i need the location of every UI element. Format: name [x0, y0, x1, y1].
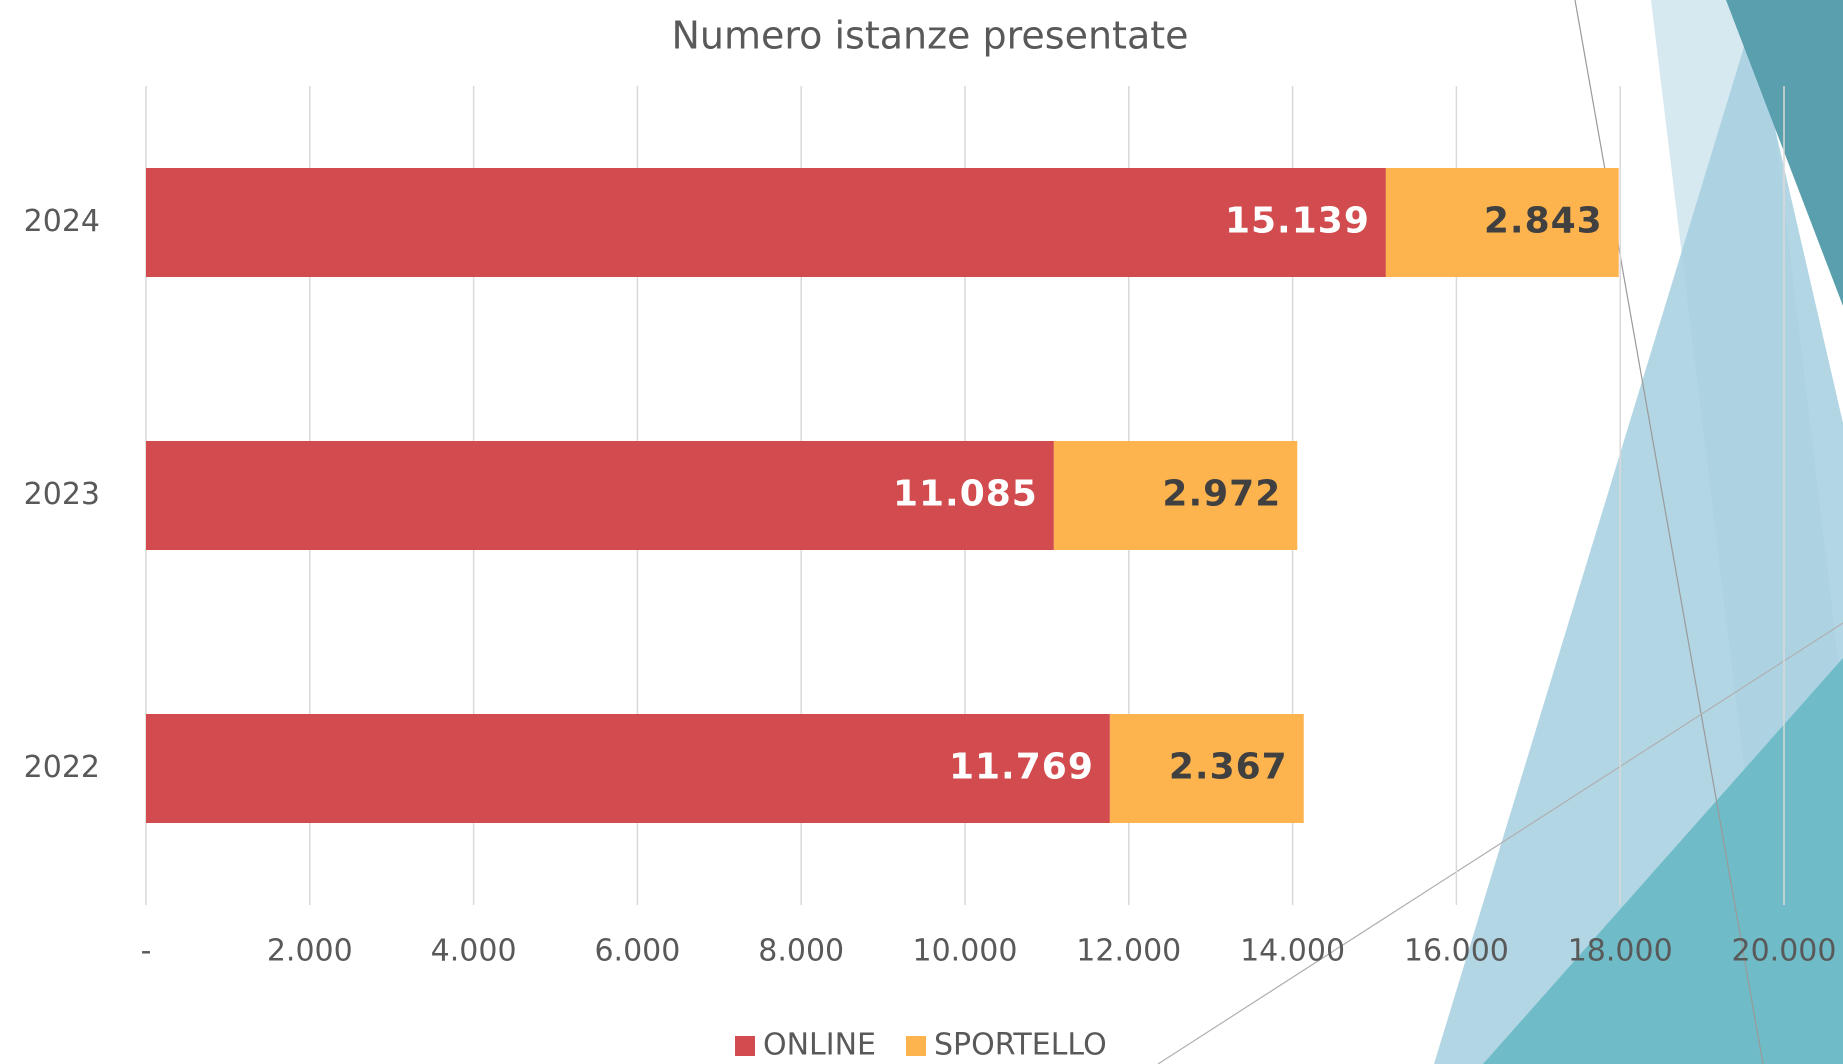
x-tick-label: 16.000	[1404, 934, 1509, 969]
x-tick-label: 20.000	[1732, 934, 1837, 969]
legend-swatch	[735, 1036, 755, 1056]
bar-segment	[146, 714, 1110, 823]
x-tick-label: -	[141, 934, 152, 969]
bar-segment	[146, 168, 1386, 277]
y-tick-label: 2024	[24, 204, 100, 239]
legend-label: SPORTELLO	[934, 1028, 1107, 1063]
y-tick-label: 2023	[24, 477, 100, 512]
data-label: 11.769	[949, 747, 1094, 788]
y-tick-label: 2022	[24, 750, 100, 785]
data-label: 2.972	[1162, 474, 1281, 515]
x-tick-label: 18.000	[1568, 934, 1673, 969]
x-tick-label: 6.000	[594, 934, 680, 969]
background-decoration	[1157, 0, 1843, 1064]
bar-segment	[1109, 714, 1304, 823]
x-tick-label: 10.000	[913, 934, 1018, 969]
x-tick-label: 2.000	[267, 934, 353, 969]
legend-label: ONLINE	[763, 1028, 876, 1063]
data-label: 11.085	[893, 474, 1038, 515]
bar-segment	[1053, 441, 1298, 550]
legend-swatch	[906, 1036, 927, 1056]
chart-title: Numero istanze presentate	[671, 14, 1188, 58]
x-tick-label: 12.000	[1076, 934, 1181, 969]
bar-segment	[1385, 168, 1619, 277]
data-label: 15.139	[1225, 201, 1370, 242]
x-tick-label: 4.000	[431, 934, 517, 969]
bar-segment	[146, 441, 1054, 550]
data-label: 2.843	[1484, 201, 1603, 242]
data-label: 2.367	[1169, 747, 1288, 788]
x-tick-label: 8.000	[758, 934, 844, 969]
x-tick-label: 14.000	[1240, 934, 1345, 969]
